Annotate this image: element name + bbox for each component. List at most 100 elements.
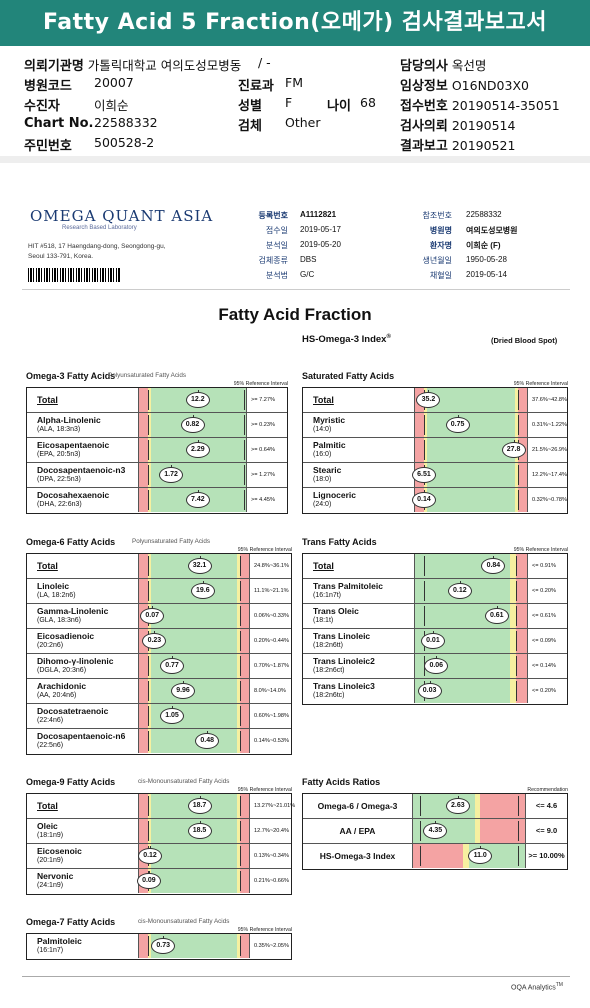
omega3-table: Total 12.2 >= 7.27% Alpha-Linolenic (ALA, 18…	[26, 387, 288, 514]
red-zone	[139, 438, 148, 462]
reference-range: 0.13%~0.34%	[249, 844, 291, 868]
reference-range: >= 10.00%	[525, 844, 567, 868]
row-name-sub: (ALA, 18:3n3)	[37, 426, 81, 433]
row-name: Trans Oleic (18:1t)	[303, 604, 415, 628]
reference-marker	[515, 656, 517, 676]
result-bar: 0.61	[415, 604, 527, 628]
row-name: Stearic (18:0)	[303, 463, 415, 487]
red-zone	[139, 729, 148, 753]
yellow-zone	[510, 579, 516, 603]
reference-marker	[147, 681, 149, 701]
age-label: 나이	[327, 99, 351, 114]
reference-range: 24.8%~36.1%	[249, 554, 291, 578]
red-zone	[240, 869, 249, 893]
red-zone	[139, 819, 148, 843]
row-name-text: Total	[313, 395, 334, 405]
yellow-zone	[510, 554, 516, 578]
report-value: 20190521	[451, 138, 516, 153]
row-name-text: Trans Linoleic2	[313, 656, 375, 666]
row-name-sub: (DHA, 22:6n3)	[37, 501, 82, 508]
row-name: Omega-6 / Omega-3	[303, 794, 413, 818]
reference-marker	[518, 796, 520, 816]
yellow-zone	[147, 463, 151, 487]
red-zone	[139, 679, 148, 703]
red-zone	[240, 679, 249, 703]
reference-range: <= 0.09%	[527, 629, 567, 653]
report-label: 결과보고	[400, 139, 448, 154]
red-zone	[515, 579, 527, 603]
result-value: 0.61	[484, 606, 509, 624]
result-value: 9.96	[171, 681, 195, 699]
reference-marker	[423, 556, 425, 576]
result-bar: 0.12	[415, 579, 527, 603]
yellow-zone	[147, 729, 152, 753]
result-value: 32.1	[187, 556, 212, 574]
dash: / -	[258, 55, 271, 70]
row-name-sub: (DGLA, 20:3n6)	[37, 667, 87, 674]
reference-range: 8.0%~14.0%	[249, 679, 291, 703]
row-name-sub: (DPA, 22:5n3)	[37, 476, 81, 483]
sample-label: 검체종류	[258, 256, 288, 265]
row-name: Palmitic (16:0)	[303, 438, 415, 462]
result-value: 0.82	[180, 415, 205, 433]
yellow-zone	[147, 934, 152, 958]
recv-value: 2019-05-17	[300, 225, 341, 234]
omega6-subtitle: Polyunsaturated Fatty Acids	[132, 538, 211, 545]
reference-marker	[147, 936, 149, 956]
table-row: Eicosenoic (20:1n9) 0.12 0.13%~0.34%	[27, 844, 291, 869]
row-name-sub: (18:2n6ct)	[313, 667, 345, 674]
red-zone	[139, 579, 148, 603]
row-name-sub: (18:1n9)	[37, 832, 64, 839]
table-row: Alpha-Linolenic (ALA, 18:3n3) 0.82 >= 0.23%	[27, 413, 287, 438]
row-name: Total	[27, 554, 139, 578]
analysis-value: 2019-05-20	[300, 240, 341, 249]
result-value: 4.35	[423, 821, 448, 839]
footer-tm: TM	[555, 982, 563, 988]
reference-marker	[423, 581, 425, 601]
reference-range: <= 0.20%	[527, 679, 567, 703]
omega6-ref-header: 95% Reference Interval	[237, 547, 292, 553]
reference-marker	[240, 731, 242, 751]
row-name: Trans Linoleic2 (18:2n6ct)	[303, 654, 415, 678]
yellow-zone	[236, 729, 241, 753]
row-name: Dihomo-γ-linolenic (DGLA, 20:3n6)	[27, 654, 139, 678]
table-row: Trans Linoleic (18:2n6tt) 0.01 <= 0.09%	[303, 629, 567, 654]
row-name-text: Eicosadienoic	[37, 631, 95, 641]
reference-range: 12.7%~20.4%	[249, 819, 291, 843]
rrn-label: 주민번호	[24, 139, 72, 154]
row-name-text: Total	[313, 561, 334, 571]
row-name-text: Docosahexaenoic	[37, 490, 110, 500]
reference-marker	[147, 581, 149, 601]
reference-marker	[419, 796, 421, 816]
table-row: Trans Oleic (18:1t) 0.61 <= 0.61%	[303, 604, 567, 629]
yellow-zone	[236, 604, 241, 628]
red-zone	[139, 934, 148, 958]
reference-marker	[515, 556, 517, 576]
row-name-sub: (24:0)	[313, 501, 332, 508]
omega3-subtitle: Polyunsaturated Fatty Acids	[108, 372, 187, 379]
omega7-subtitle: cis-Monounsaturated Fatty Acids	[138, 918, 230, 925]
method-label: 분석법	[265, 271, 288, 280]
reference-range: <= 9.0	[525, 819, 567, 843]
result-bar: 0.09	[136, 869, 249, 893]
omega7-title: Omega-7 Fatty Acids	[26, 917, 116, 927]
row-name: Docosatetraenoic (22:4n6)	[27, 704, 139, 728]
row-name-text: Alpha-Linolenic	[37, 415, 101, 425]
patient-label: 환자명	[429, 241, 452, 250]
row-name-text: Stearic	[313, 465, 342, 475]
reference-marker	[240, 821, 242, 841]
red-zone	[240, 794, 249, 818]
hs-sup: ®	[386, 334, 391, 340]
row-name-sub: (22:5n6)	[37, 742, 64, 749]
red-zone	[240, 554, 249, 578]
result-value: 18.7	[187, 796, 212, 814]
reference-marker	[147, 556, 149, 576]
omega7-table: Palmitoleic (16:1n7) 0.73 0.35%~2.05%	[26, 933, 292, 960]
row-name-sub: (22:4n6)	[37, 717, 64, 724]
reference-range: 0.32%~0.78%	[527, 488, 567, 512]
result-value: 0.07	[140, 606, 165, 624]
row-name-sub: (20:2n6)	[37, 642, 64, 649]
table-row: Palmitoleic (16:1n7) 0.73 0.35%~2.05%	[27, 934, 291, 959]
dept-value: FM	[285, 75, 303, 90]
test-value: Other	[285, 115, 321, 130]
